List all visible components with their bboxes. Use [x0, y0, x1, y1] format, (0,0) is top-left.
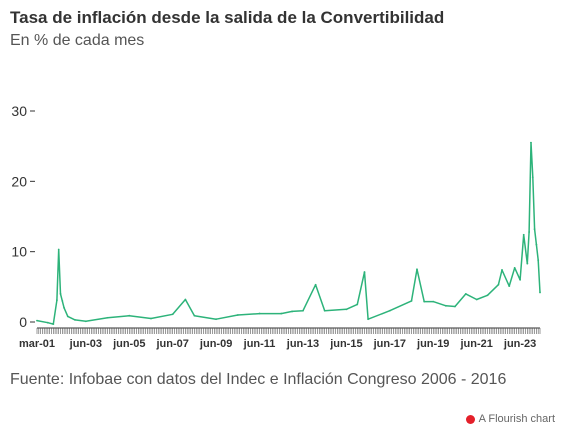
data-point	[84, 320, 87, 323]
data-point	[46, 321, 49, 324]
x-tick-label: jun-23	[503, 338, 536, 350]
x-tick-label: jun-17	[373, 338, 406, 350]
data-point	[56, 299, 58, 302]
y-tick-label: 10	[11, 244, 27, 260]
series-layer	[36, 141, 541, 326]
data-point	[215, 318, 218, 321]
data-point	[184, 298, 187, 301]
data-point	[356, 303, 359, 306]
data-point	[508, 285, 511, 288]
data-point	[74, 318, 76, 321]
data-point	[345, 308, 348, 311]
data-point	[533, 228, 536, 231]
data-point	[36, 319, 38, 322]
x-tick-label: jun-15	[329, 338, 362, 350]
line-chart: 0 10 20 30 mar-01 jun-03 jun-05 jun-07 jun-09 ju…	[11, 103, 541, 350]
data-point	[52, 323, 55, 326]
x-tick-label: jun-09	[199, 338, 232, 350]
data-point	[531, 176, 534, 179]
inflation-series-line	[36, 141, 541, 325]
x-tick-label: jun-05	[112, 338, 145, 350]
x-axis: mar-01 jun-03 jun-05 jun-07 jun-09 jun-11 jun-…	[19, 327, 541, 350]
source-note: Fuente: Infobae con datos del Indec e In…	[10, 371, 507, 388]
data-point	[539, 291, 541, 294]
x-tick-label: jun-07	[155, 338, 188, 350]
data-point	[171, 313, 174, 316]
data-point	[519, 278, 521, 281]
data-point	[464, 292, 467, 295]
data-point	[501, 269, 503, 271]
data-point	[323, 309, 326, 312]
y-tick-label: 0	[19, 314, 27, 330]
data-point	[106, 316, 109, 319]
data-point	[291, 310, 294, 313]
data-point	[423, 300, 426, 303]
data-point	[66, 315, 69, 318]
data-point	[367, 318, 370, 321]
x-tick-label: jun-21	[459, 338, 492, 350]
data-point	[150, 317, 152, 320]
data-point	[410, 300, 413, 302]
x-tick-label: mar-01	[19, 338, 55, 350]
data-point	[486, 294, 489, 297]
data-point	[537, 259, 540, 262]
data-point	[280, 312, 283, 315]
data-point	[432, 300, 435, 303]
data-point	[475, 298, 478, 301]
x-tick-label: jun-03	[69, 338, 102, 350]
x-tick-label: jun-13	[286, 338, 319, 350]
flourish-credit-label: A Flourish chart	[478, 413, 555, 425]
y-tick-label: 20	[11, 173, 27, 189]
data-point	[57, 248, 60, 251]
data-point	[445, 304, 447, 307]
data-point	[59, 292, 62, 295]
data-point	[497, 283, 500, 286]
chart-subtitle: En % de cada mes	[10, 32, 145, 49]
data-point	[530, 141, 532, 144]
x-tick-label: jun-11	[243, 338, 276, 350]
data-point	[526, 262, 529, 265]
x-tick-label: jun-19	[416, 338, 449, 350]
data-point	[61, 300, 64, 302]
data-point	[513, 266, 516, 269]
data-point	[258, 312, 261, 315]
chart-title: Tasa de inflación desde la salida de la …	[10, 8, 445, 27]
flourish-logo-icon	[465, 414, 475, 424]
data-point	[454, 305, 456, 308]
data-point	[388, 309, 391, 312]
flourish-credit-link[interactable]: A Flourish chart	[465, 413, 555, 425]
data-point	[128, 314, 131, 317]
data-point	[314, 283, 317, 286]
data-point	[236, 314, 239, 316]
data-point	[522, 233, 525, 236]
y-axis: 0 10 20 30	[11, 103, 35, 330]
data-point	[193, 314, 196, 317]
data-point	[363, 271, 366, 273]
data-point	[302, 309, 304, 312]
data-point	[528, 231, 531, 233]
data-point	[416, 268, 418, 271]
data-point	[63, 307, 66, 309]
data-point	[535, 243, 538, 246]
y-tick-label: 30	[11, 103, 27, 119]
